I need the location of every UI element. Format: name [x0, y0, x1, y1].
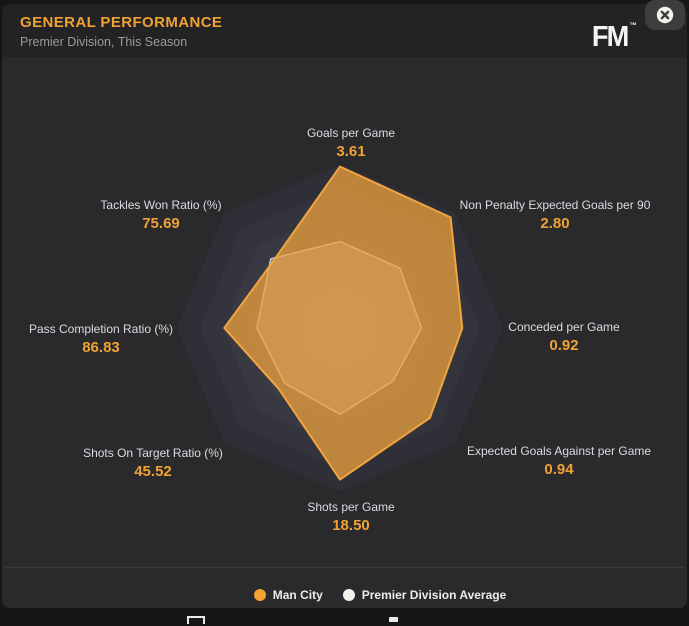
chart-legend: Man City Premier Division Average — [73, 586, 687, 604]
close-button[interactable] — [645, 0, 685, 30]
legend-item-premier-division-average: Premier Division Average — [342, 588, 507, 602]
clipped-toolbar-icon — [389, 617, 398, 622]
radar-chart — [177, 165, 503, 491]
fm-logo: FM ™ — [592, 22, 637, 52]
fm-logo-trademark: ™ — [629, 21, 637, 30]
legend-label: Premier Division Average — [361, 588, 507, 602]
man-city-polygon — [223, 165, 464, 481]
clipped-toolbar-icon — [187, 616, 205, 624]
fm-logo-text: FM — [591, 21, 629, 53]
man-city-swatch-icon — [253, 589, 266, 601]
legend-label: Man City — [272, 588, 323, 602]
league-average-swatch-icon — [342, 589, 355, 601]
panel-subtitle: Premier Division, This Season — [20, 35, 188, 49]
legend-divider — [5, 567, 684, 568]
panel-title: GENERAL PERFORMANCE — [20, 14, 223, 31]
general-performance-panel: GENERAL PERFORMANCE Premier Division, Th… — [2, 4, 687, 608]
panel-header: GENERAL PERFORMANCE Premier Division, Th… — [2, 4, 687, 57]
legend-item-man-city: Man City — [253, 588, 323, 602]
circle-x-icon — [656, 6, 674, 24]
